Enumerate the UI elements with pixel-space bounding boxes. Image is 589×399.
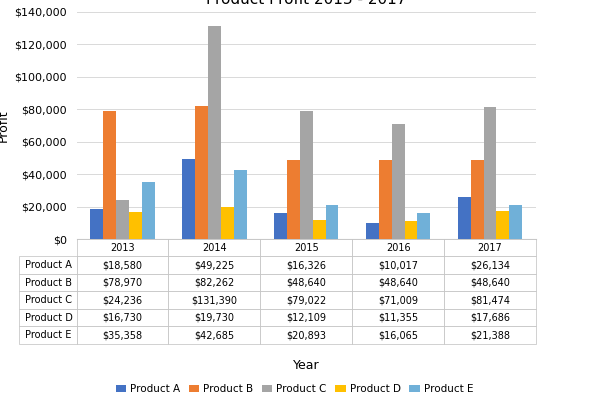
Bar xyxy=(379,160,392,239)
Bar xyxy=(509,205,522,239)
Bar xyxy=(313,220,326,239)
Bar xyxy=(142,182,155,239)
Bar xyxy=(274,213,287,239)
Title: Product Profit 2013 - 2017: Product Profit 2013 - 2017 xyxy=(206,0,406,7)
Text: Year: Year xyxy=(293,359,320,371)
Bar xyxy=(471,160,484,239)
Bar xyxy=(234,170,247,239)
Bar xyxy=(208,26,221,239)
Bar xyxy=(366,223,379,239)
Bar xyxy=(116,200,129,239)
Legend: Product A, Product B, Product C, Product D, Product E: Product A, Product B, Product C, Product… xyxy=(116,384,473,394)
Bar xyxy=(103,111,116,239)
Bar xyxy=(300,111,313,239)
Bar xyxy=(484,107,497,239)
Bar xyxy=(221,207,234,239)
Bar xyxy=(326,205,339,239)
Bar xyxy=(287,160,300,239)
Bar xyxy=(129,212,142,239)
Bar xyxy=(458,197,471,239)
Y-axis label: Profit: Profit xyxy=(0,109,10,142)
Bar xyxy=(392,124,405,239)
Bar xyxy=(182,160,195,239)
Bar xyxy=(195,106,208,239)
Bar xyxy=(90,209,103,239)
Bar xyxy=(418,213,431,239)
Bar xyxy=(497,211,509,239)
Bar xyxy=(405,221,418,239)
